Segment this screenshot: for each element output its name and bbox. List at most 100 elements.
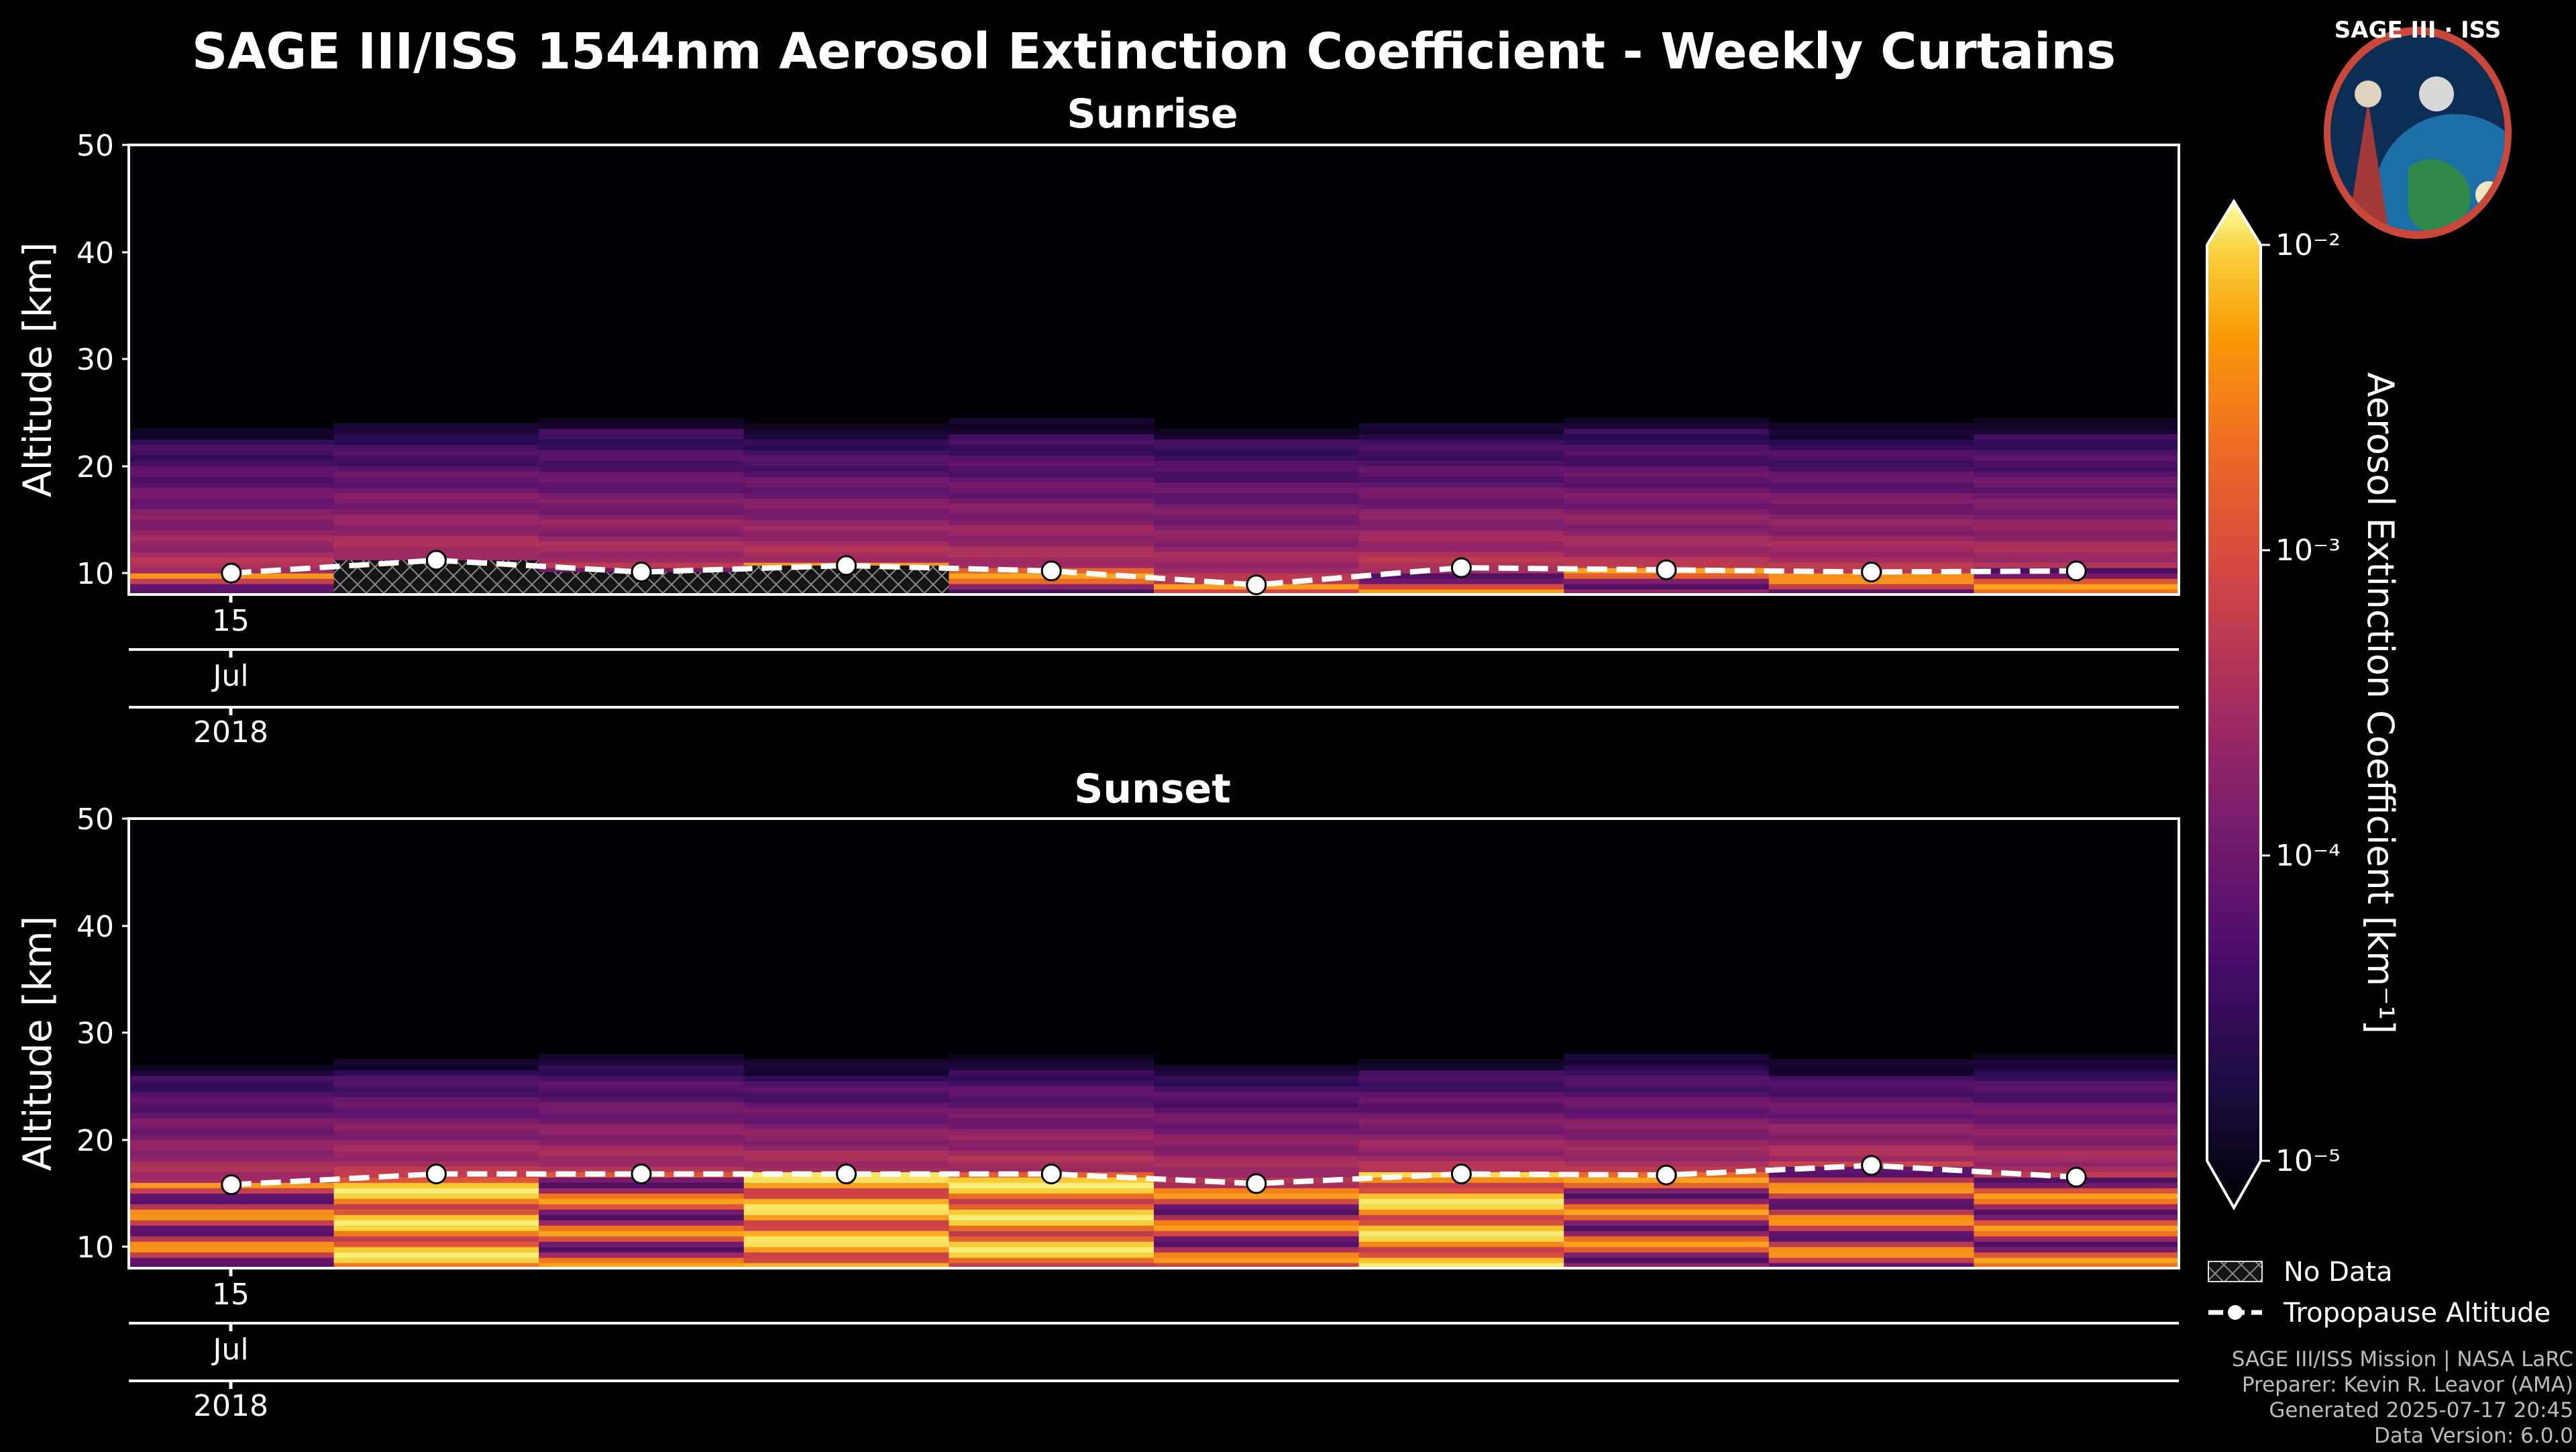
sunrise-heat-cell [1154, 568, 1360, 574]
sunrise-heat-cell [949, 460, 1155, 467]
sunset-heat-cell [333, 1091, 539, 1098]
sunset-heat-cell [539, 1209, 745, 1215]
sunset-heat-cell [1564, 1086, 1770, 1092]
sunrise-heat-cell [1154, 562, 1360, 568]
sunset-heat-cell [539, 1145, 745, 1151]
sunrise-heat-cell [1154, 541, 1360, 547]
sunset-heat-cell [743, 1263, 949, 1269]
sunrise-heat-cell [1358, 589, 1564, 595]
sunset-heat-cell [1358, 1123, 1564, 1130]
sunset-heat-cell [333, 1209, 539, 1215]
sunrise-heat-cell [1768, 439, 1974, 446]
sunset-heat-cell [949, 1209, 1155, 1215]
sunset-heat-cell [743, 1096, 949, 1103]
sunset-heat-cell [1358, 1257, 1564, 1263]
sunset-heat-cell [1974, 1214, 2180, 1221]
sunset-heat-cell [1768, 1188, 1974, 1194]
sunset-heat-cell [1974, 1236, 2180, 1242]
sunset-heat-cell [333, 1139, 539, 1146]
sunset-heat-cell [1974, 1204, 2180, 1210]
sunset-heat-cell [129, 1118, 335, 1125]
sunrise-heat-cell [1768, 455, 1974, 462]
sunset-heat-cell [129, 1150, 335, 1156]
sunrise-heat-cell [1768, 444, 1974, 451]
sunrise-heat-cell [1154, 557, 1360, 563]
sunrise-heat-cell [129, 498, 335, 504]
sunset-heat-cell [539, 1225, 745, 1231]
colorbar-tick-1e-5: 10⁻⁵ [2275, 1144, 2341, 1178]
sunset-heat-cell [1564, 1118, 1770, 1125]
sunset-heat-cell [539, 1204, 745, 1210]
sunset-heat-cell [539, 1070, 745, 1076]
sunset-heat-cell [333, 1134, 539, 1141]
sunset-heat-cell [333, 1129, 539, 1135]
sunrise-heat-cell [1358, 476, 1564, 482]
sunrise-heat-cell [129, 519, 335, 525]
sunrise-ytick-30: 30 [76, 343, 114, 377]
sunset-heat-cell [129, 1155, 335, 1161]
sunrise-heat-cell [1358, 460, 1564, 467]
sunset-heat-cell [539, 1231, 745, 1237]
sunset-heat-cell [1974, 1139, 2180, 1146]
sunrise-tropopause-point [836, 555, 857, 576]
sunset-heat-cell [1358, 1247, 1564, 1253]
sunset-heat-cell [1768, 1059, 1974, 1066]
sunrise-heat-cell [1974, 471, 2180, 477]
sunrise-heat-cell [1154, 498, 1360, 504]
sunset-heat-cell [743, 1257, 949, 1263]
sunset-heat-cell [129, 1091, 335, 1098]
sunset-heat-cell [1768, 1209, 1974, 1215]
colorbar: 10⁻² 10⁻³ 10⁻⁴ 10⁻⁵ Aerosol Extinction C… [2206, 199, 2402, 1211]
sunset-heat-cell [949, 1198, 1155, 1204]
sunrise-heat-cell [129, 514, 335, 520]
sunset-heat-cell [333, 1241, 539, 1247]
sunrise-heat-cell [1974, 450, 2180, 456]
sunset-tropopause-polyline [231, 1162, 2077, 1188]
legend-no-data: No Data [2208, 1257, 2393, 1288]
sunrise-heat-cell [949, 417, 1155, 424]
sunrise-heat-cell [1358, 487, 1564, 493]
sunset-heat-cell [1768, 1070, 1974, 1076]
sunrise-heat-cell [1358, 471, 1564, 477]
sunset-x-axis: 15 Jul 2018 [129, 1268, 2179, 1423]
sunset-heat-cell [743, 1080, 949, 1087]
sunrise-heat-cell [1974, 530, 2180, 536]
sunset-heat-cell [743, 1102, 949, 1108]
sunset-heat-cell [949, 1054, 1155, 1060]
sunrise-heat-cell [333, 423, 539, 429]
sunrise-heat-cell [949, 541, 1155, 547]
sunset-heat-cell [1974, 1054, 2180, 1060]
sunset-heat-cell [1974, 1188, 2180, 1194]
sunrise-heat-cell [1564, 428, 1770, 435]
sunset-heat-cell [1768, 1112, 1974, 1119]
sunset-heat-cell [129, 1231, 335, 1237]
sunrise-heat-cell [539, 503, 745, 509]
sunrise-heat-cell [539, 433, 745, 440]
sunset-heat-cell [539, 1263, 745, 1269]
sunset-heat-cell [743, 1145, 949, 1151]
sunset-heat-cell [1564, 1236, 1770, 1242]
sunrise-heat-cell [1974, 444, 2180, 451]
sunset-heat-cell [743, 1070, 949, 1076]
sunset-heat-cell [743, 1118, 949, 1125]
sunrise-y-label: Altitude [km] [15, 242, 60, 497]
sunset-heat-cell [1974, 1059, 2180, 1066]
sunrise-heat-cell [1154, 530, 1360, 536]
sunrise-heat-cell [1974, 487, 2180, 493]
sunrise-heat-cell [1564, 546, 1770, 552]
sunset-y-label: Altitude [km] [15, 916, 60, 1171]
colorbar-tick-1e-3: 10⁻³ [2275, 533, 2341, 568]
sunset-heat-cell [1768, 1257, 1974, 1263]
sunrise-tropopause-polyline [231, 557, 2077, 588]
sunset-heatmap [129, 819, 2180, 1269]
colorbar-tick-1e-4: 10⁻⁴ [2275, 839, 2341, 873]
sunset-heat-cell [129, 1193, 335, 1199]
sunset-ytick-10: 10 [76, 1231, 114, 1265]
sunset-heat-cell [1154, 1225, 1360, 1231]
credit-generated: Generated 2025-07-17 20:45 [2269, 1398, 2573, 1422]
sunrise-heat-cell [949, 450, 1155, 456]
sunrise-heat-cell [743, 514, 949, 520]
sunrise-heat-cell [743, 541, 949, 547]
sunset-heat-cell [743, 1091, 949, 1098]
sunset-heat-cell [1564, 1161, 1770, 1167]
